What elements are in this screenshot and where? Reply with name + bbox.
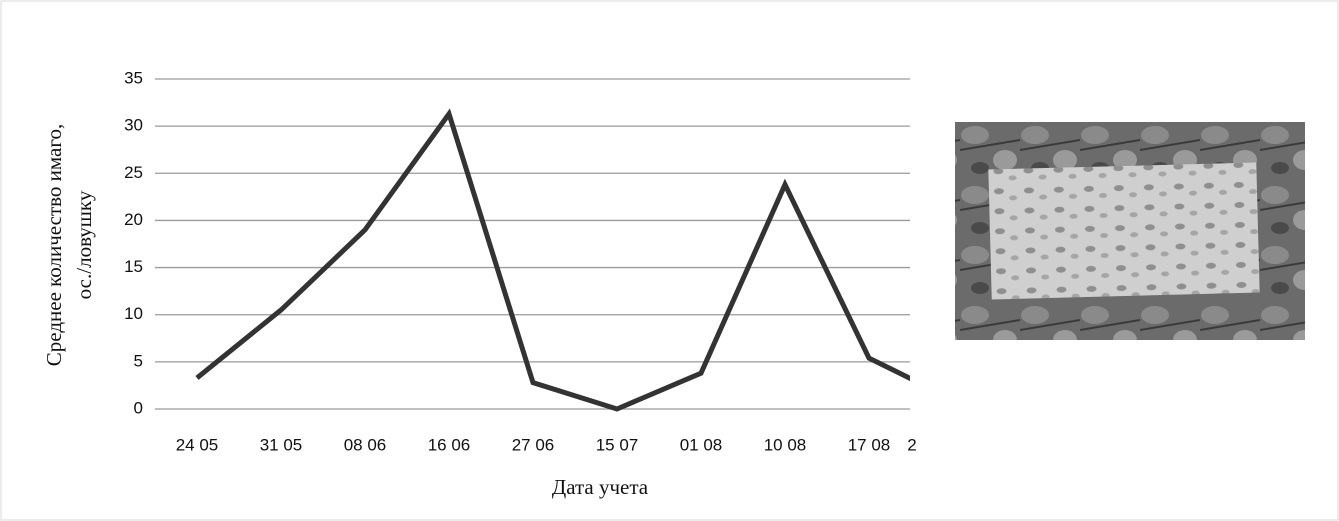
x-tick-label: 31 05 [260, 435, 303, 454]
x-axis-title: Дата учета [552, 475, 649, 499]
y-tick-label: 0 [134, 398, 143, 417]
x-tick-label: 17 08 [848, 435, 891, 454]
plot [197, 114, 953, 409]
y-tick-label: 35 [124, 68, 143, 87]
x-tick-label: 24 05 [176, 435, 219, 454]
y-tick-label: 15 [124, 257, 143, 276]
x-tick-label: 08 06 [344, 435, 387, 454]
chart: 0 5 10 15 20 25 30 35 24 05 31 05 08 06 16 06 27 06 1… [0, 0, 1339, 521]
x-tick-label: 2 [907, 435, 916, 454]
y-axis-title: Среднее количество имаго, ос./ловушку [42, 124, 96, 366]
x-tick-label: 27 06 [512, 435, 555, 454]
line [197, 114, 953, 409]
x-tick-label: 10 08 [764, 435, 807, 454]
y-tick-label: 30 [124, 116, 143, 135]
x-tick-label: 15 07 [596, 435, 639, 454]
y-tick-label: 20 [124, 210, 143, 229]
x-tick-label: 01 08 [680, 435, 723, 454]
x-tick-label: 16 06 [428, 435, 471, 454]
photo [955, 122, 1305, 340]
grid [155, 79, 910, 409]
y-axis-title-line: ос./ловушку [72, 190, 96, 299]
y-axis-title-line: Среднее количество имаго, [42, 124, 66, 366]
y-tick-label: 25 [124, 163, 143, 182]
y-tick-label: 10 [124, 304, 143, 323]
y-tick-label: 5 [134, 351, 143, 370]
